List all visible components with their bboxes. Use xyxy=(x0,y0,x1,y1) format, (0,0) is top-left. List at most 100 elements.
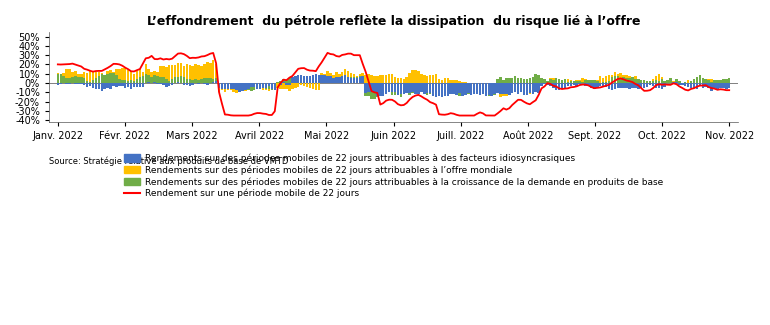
Bar xyxy=(189,83,191,86)
Bar xyxy=(637,81,640,83)
Bar xyxy=(444,78,446,83)
Bar xyxy=(487,83,490,87)
Bar xyxy=(98,72,100,83)
Bar xyxy=(139,83,141,87)
Bar xyxy=(370,83,373,99)
Bar xyxy=(487,83,490,96)
Bar xyxy=(221,83,223,89)
Bar xyxy=(153,71,156,83)
Bar xyxy=(236,83,238,88)
Bar xyxy=(165,83,168,87)
Bar xyxy=(69,69,71,83)
Bar xyxy=(669,78,671,83)
Bar xyxy=(620,73,622,83)
Bar xyxy=(719,80,721,83)
Bar xyxy=(499,83,502,97)
Bar xyxy=(687,83,689,87)
Bar xyxy=(215,78,217,83)
Bar xyxy=(212,79,215,83)
Bar xyxy=(350,77,352,83)
Bar xyxy=(450,83,452,94)
Bar xyxy=(696,77,698,83)
Bar xyxy=(326,76,329,83)
Bar xyxy=(711,79,713,83)
Bar xyxy=(106,74,109,83)
Bar xyxy=(346,71,350,83)
Bar xyxy=(678,82,681,83)
Bar xyxy=(239,83,241,91)
Bar xyxy=(520,83,522,93)
Bar xyxy=(514,76,517,83)
Bar xyxy=(165,79,168,83)
Bar xyxy=(719,83,721,88)
Bar xyxy=(447,83,449,93)
Bar xyxy=(317,80,320,83)
Bar xyxy=(546,81,549,83)
Bar xyxy=(77,74,79,83)
Bar xyxy=(179,63,182,83)
Bar xyxy=(590,80,593,83)
Bar xyxy=(364,83,367,93)
Bar xyxy=(651,79,654,83)
Bar xyxy=(56,83,59,85)
Bar xyxy=(241,83,244,90)
Bar xyxy=(520,78,522,83)
Bar xyxy=(218,83,220,87)
Bar xyxy=(218,83,220,92)
Bar xyxy=(599,83,601,84)
Bar xyxy=(171,83,173,85)
Bar xyxy=(534,83,537,87)
Bar xyxy=(473,83,475,94)
Bar xyxy=(628,76,631,83)
Bar xyxy=(514,83,517,88)
Bar xyxy=(162,77,165,83)
Bar xyxy=(192,80,194,83)
Bar xyxy=(273,83,276,88)
Bar xyxy=(440,83,443,97)
Bar xyxy=(388,74,390,83)
Bar xyxy=(716,80,718,83)
Bar xyxy=(687,80,689,83)
Bar xyxy=(285,83,288,85)
Bar xyxy=(89,71,92,83)
Bar xyxy=(77,83,79,84)
Bar xyxy=(262,83,264,90)
Bar xyxy=(156,76,159,83)
Bar xyxy=(575,83,578,86)
Bar xyxy=(578,80,581,83)
Bar xyxy=(435,74,437,83)
Bar xyxy=(136,71,139,83)
Bar xyxy=(280,83,282,85)
Bar xyxy=(520,83,522,87)
Bar xyxy=(458,83,460,93)
Bar xyxy=(464,83,467,95)
Bar xyxy=(531,83,534,90)
Bar xyxy=(95,72,97,83)
Bar xyxy=(575,81,578,83)
Bar xyxy=(297,74,300,83)
Bar xyxy=(315,79,317,83)
Bar xyxy=(226,83,229,86)
Bar xyxy=(95,78,97,83)
Bar xyxy=(467,83,470,91)
Bar xyxy=(634,79,637,83)
Bar xyxy=(83,78,85,83)
Bar xyxy=(467,83,470,94)
Bar xyxy=(344,69,346,83)
Bar xyxy=(259,83,261,87)
Bar xyxy=(80,74,82,83)
Bar xyxy=(696,83,698,89)
Bar xyxy=(406,83,408,93)
Bar xyxy=(661,77,663,83)
Bar xyxy=(350,78,352,83)
Bar xyxy=(664,81,666,83)
Bar xyxy=(541,78,543,83)
Bar xyxy=(458,81,460,83)
Bar xyxy=(168,65,170,83)
Bar xyxy=(86,83,89,86)
Bar xyxy=(502,80,504,83)
Bar xyxy=(312,75,314,83)
Bar xyxy=(103,83,106,89)
Bar xyxy=(294,80,296,83)
Bar xyxy=(177,77,179,83)
